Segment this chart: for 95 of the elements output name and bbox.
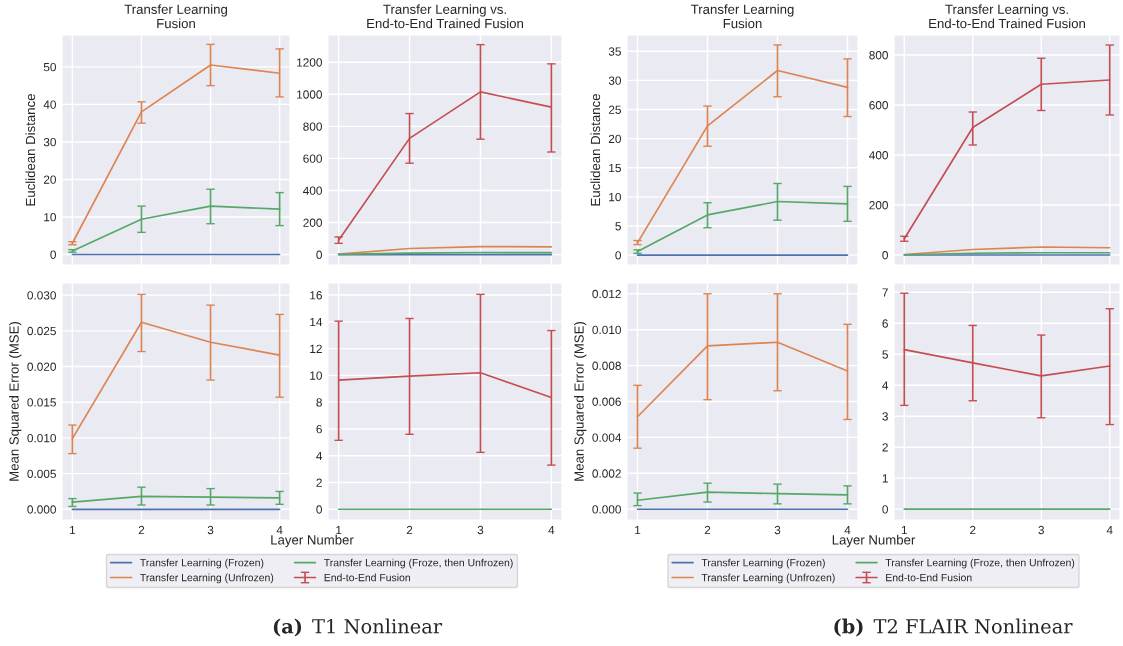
y-tick-label: 600 [303,154,322,163]
y-tick-label: 20 [608,134,621,144]
y-tick-label: 0 [882,505,888,514]
y-tick-label: 200 [303,218,322,227]
y-tick-label: 0.030 [27,291,56,300]
y-tick-label: 0.020 [27,362,56,371]
y-tick-label: 10 [44,213,56,222]
y-tick-label: 10 [310,371,322,380]
y-tick-label: 400 [303,186,322,195]
legend-label: Transfer Learning (Unfrozen) [140,573,274,584]
x-tick-label: 4 [844,525,851,535]
y-tick-label: 1000 [297,90,322,99]
y-tick-label: 0.006 [592,397,621,406]
x-tick-label: 1 [336,525,342,535]
y-axis-title: Euclidean Distance [25,94,36,206]
x-tick-label: 4 [1106,525,1113,535]
y-tick-label: 30 [43,137,56,147]
y-tick-label: 4 [316,451,323,461]
legend-label: Transfer Learning (Froze, then Unfrozen) [324,558,513,569]
y-tick-label: 0.002 [592,469,621,478]
y-tick-label: 0.010 [27,433,56,443]
y-tick-label: 40 [43,100,56,109]
y-tick-label: 0 [50,250,56,259]
y-tick-label: 16 [310,291,322,300]
y-tick-label: 800 [303,122,322,131]
x-tick-label: 2 [138,525,145,535]
y-tick-label: 30 [608,76,621,85]
x-tick-label: 2 [406,525,413,535]
y-tick-label: 0.015 [27,398,56,407]
y-tick-label: 50 [43,62,56,72]
y-axis-title: Mean Squared Error (MSE) [9,322,22,481]
line-series [337,245,553,255]
chart-title: Transfer Learning vs. End-to-End Trained Fusion [367,4,523,29]
legend-label: Transfer Learning (Frozen) [140,558,264,569]
y-tick-label: 3 [882,412,888,421]
legend-label: End-to-End Fusion [324,573,410,582]
y-tick-label: 0.000 [27,505,56,514]
y-tick-label: 400 [869,151,888,160]
y-tick-label: 8 [316,398,322,407]
y-tick-label: 0.008 [592,361,621,370]
y-tick-label: 2 [882,443,888,452]
chart-title: Transfer Learning Fusion [690,4,794,29]
y-tick-label: 20 [43,175,56,184]
chart-title: Transfer Learning vs. End-to-End Trained Fusion [929,4,1085,29]
y-tick-label: 0 [316,250,322,259]
y-tick-label: 0 [615,251,621,260]
legend-label: End-to-End Fusion [886,573,972,582]
x-tick-label: 4 [276,525,283,535]
x-axis-title: Layer Number [832,534,916,548]
y-tick-label: 10 [609,192,621,202]
y-tick-label: 0 [882,251,888,260]
x-tick-label: 3 [1038,525,1045,535]
y-axis-title: Euclidean Distance [590,94,601,206]
y-tick-label: 15 [609,163,621,173]
y-tick-label: 35 [608,47,621,56]
y-axis-title: Mean Squared Error (MSE) [574,322,587,481]
x-tick-label: 1 [69,525,76,535]
y-tick-label: 0.012 [592,289,621,299]
x-tick-label: 3 [477,525,484,535]
y-tick-label: 600 [869,101,888,110]
legend-label: Transfer Learning (Unfrozen) [701,573,835,584]
text: (a) T1 Nonlinear [273,618,443,637]
y-tick-label: 6 [882,319,888,328]
text: (b) T2 FLAIR Nonlinear [834,618,1073,637]
y-tick-label: 0.025 [27,326,56,336]
y-tick-label: 200 [869,201,888,210]
y-tick-label: 0.004 [592,433,622,442]
x-axis-title: Layer Number [271,534,354,548]
x-tick-label: 2 [704,525,711,535]
legend-label: Transfer Learning (Frozen) [701,558,825,569]
y-tick-label: 1 [882,474,888,483]
y-tick-label: 1200 [297,58,322,67]
x-tick-label: 2 [970,525,976,535]
y-tick-label: 5 [882,350,888,359]
chart-title: Transfer Learning Fusion [124,4,227,29]
x-tick-label: 4 [548,525,555,535]
x-tick-label: 1 [901,525,907,535]
y-tick-label: 5 [615,222,621,231]
line-series [903,246,1111,256]
y-tick-label: 7 [882,288,888,297]
y-tick-label: 0.000 [592,505,621,514]
y-tick-label: 14 [310,317,323,327]
x-tick-label: 1 [635,525,641,535]
x-tick-label: 3 [774,525,781,535]
y-tick-label: 800 [869,51,888,60]
y-tick-label: 12 [310,344,322,353]
y-tick-label: 0.010 [592,325,621,335]
y-tick-label: 2 [316,478,322,487]
y-tick-label: 6 [316,424,322,434]
y-tick-label: 0.005 [27,469,56,478]
y-tick-label: 0 [316,505,322,514]
y-tick-label: 4 [882,381,889,390]
legend-label: Transfer Learning (Froze, then Unfrozen) [885,558,1075,569]
y-tick-label: 25 [608,105,621,114]
x-tick-label: 3 [207,525,214,535]
